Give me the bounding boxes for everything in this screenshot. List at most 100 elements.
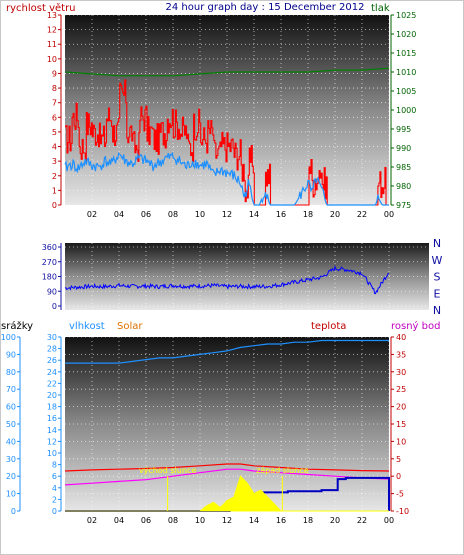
y-tick-label: 11 bbox=[47, 40, 57, 49]
y-tick-label: 3 bbox=[52, 157, 57, 166]
panel1-right-axis: 975 980 985 990 995 1000 1005 1010 1015 1020 1025 bbox=[390, 11, 416, 210]
y-tick-label: 9 bbox=[52, 69, 57, 78]
y-tick-label: 4 bbox=[52, 484, 57, 493]
y-tick-label: 0 bbox=[52, 302, 57, 311]
y-tick-label: 6 bbox=[52, 113, 57, 122]
panel3-sun-events: východ slunce západ slunce bbox=[139, 466, 309, 511]
y-tick-label: 50 bbox=[6, 420, 16, 429]
y-tick-label: 12 bbox=[47, 26, 57, 35]
y-tick-label: 30 bbox=[47, 333, 57, 342]
y-tick-label: 100 bbox=[1, 333, 16, 342]
compass-label: E bbox=[434, 287, 441, 300]
panel2-grid bbox=[65, 243, 429, 310]
compass-label: N bbox=[433, 304, 441, 317]
series-line-humidity bbox=[65, 339, 389, 364]
y-tick-label: 0 bbox=[396, 472, 401, 481]
y-tick-label: 1010 bbox=[396, 68, 416, 77]
y-tick-label: 22 bbox=[47, 379, 57, 388]
y-tick-label: 60 bbox=[6, 403, 16, 412]
compass-label: S bbox=[434, 271, 441, 284]
y-tick-label: 2 bbox=[52, 495, 57, 504]
y-tick-label: 985 bbox=[396, 163, 411, 172]
series-area-solar bbox=[65, 475, 389, 512]
y-tick-label: 180 bbox=[42, 273, 57, 282]
y-tick-label: 18 bbox=[47, 403, 57, 412]
y-tick-label: 16 bbox=[47, 414, 57, 423]
panel3-series bbox=[64, 339, 390, 512]
y-tick-label: 8 bbox=[52, 84, 57, 93]
compass-label: N bbox=[433, 237, 441, 250]
x-tick-label: 12 bbox=[222, 516, 232, 525]
y-tick-label: 0 bbox=[52, 507, 57, 516]
sun-event-label-sunrise: východ slunce bbox=[139, 466, 196, 475]
panel1-series bbox=[64, 67, 390, 206]
y-tick-label: 20 bbox=[6, 472, 16, 481]
panel2-plot-area bbox=[65, 243, 429, 310]
y-tick-label: 26 bbox=[47, 356, 57, 365]
x-tick-label: 02 bbox=[87, 516, 97, 525]
x-tick-label: 14 bbox=[249, 210, 259, 219]
x-tick-label: 08 bbox=[168, 516, 178, 525]
y-tick-label: 975 bbox=[396, 201, 411, 210]
y-tick-label: 0 bbox=[11, 507, 16, 516]
compass-label: W bbox=[432, 254, 443, 267]
panel1-left-axis-label: rychlost větru bbox=[6, 2, 76, 14]
y-tick-label: -10 bbox=[396, 507, 409, 516]
y-tick-label: 1020 bbox=[396, 30, 416, 39]
y-tick-label: 270 bbox=[42, 258, 57, 267]
y-tick-label: -5 bbox=[396, 490, 404, 499]
y-tick-label: 5 bbox=[52, 128, 57, 137]
x-tick-label: 18 bbox=[303, 210, 313, 219]
chart-title: 24 hour graph day : 15 December 2012 bbox=[166, 2, 365, 13]
panel2-series bbox=[64, 264, 390, 295]
y-tick-label: 70 bbox=[6, 385, 16, 394]
x-tick-label: 02 bbox=[87, 210, 97, 219]
panel1-right-axis-label: tlak bbox=[371, 3, 390, 14]
series-line-temp bbox=[64, 463, 390, 472]
panel3-rain-axis: 0 10 20 30 40 50 60 70 80 90 100 bbox=[1, 333, 21, 516]
panel3-x-axis: 02 04 06 08 10 12 14 16 18 20 22 00 bbox=[87, 516, 394, 525]
y-tick-label: 1 bbox=[52, 186, 57, 195]
x-tick-label: 10 bbox=[195, 210, 205, 219]
x-tick-label: 20 bbox=[330, 210, 340, 219]
x-tick-label: 14 bbox=[249, 516, 259, 525]
y-tick-label: 980 bbox=[396, 182, 411, 191]
y-tick-label: 90 bbox=[47, 287, 57, 296]
y-tick-label: 10 bbox=[47, 55, 57, 64]
sun-event-label-sunset: západ slunce bbox=[256, 466, 309, 475]
y-tick-label: 10 bbox=[6, 490, 16, 499]
y-tick-label: 5 bbox=[396, 455, 401, 464]
panel2-left-axis: 0 90 180 270 360 bbox=[42, 243, 62, 311]
y-tick-label: 1025 bbox=[396, 11, 416, 20]
y-tick-label: 1005 bbox=[396, 87, 416, 96]
y-tick-label: 995 bbox=[396, 125, 411, 134]
y-tick-label: 25 bbox=[396, 385, 406, 394]
y-tick-label: 8 bbox=[52, 461, 57, 470]
x-tick-label: 04 bbox=[114, 210, 124, 219]
y-tick-label: 90 bbox=[6, 350, 16, 359]
y-tick-label: 28 bbox=[47, 345, 57, 354]
x-tick-label: 22 bbox=[357, 210, 367, 219]
x-tick-label: 04 bbox=[114, 516, 124, 525]
x-tick-label: 06 bbox=[141, 210, 151, 219]
series-line-wind bbox=[64, 151, 389, 206]
x-tick-label: 00 bbox=[384, 516, 394, 525]
y-tick-label: 0 bbox=[52, 201, 57, 210]
y-tick-label: 10 bbox=[47, 449, 57, 458]
x-tick-label: 00 bbox=[384, 210, 394, 219]
y-tick-label: 30 bbox=[6, 455, 16, 464]
y-tick-label: 20 bbox=[47, 391, 57, 400]
panel3-temp-axis: -10 -5 0 5 10 15 20 25 30 35 40 bbox=[390, 333, 409, 516]
y-tick-label: 4 bbox=[52, 143, 57, 152]
x-tick-label: 10 bbox=[195, 516, 205, 525]
x-tick-label: 20 bbox=[330, 516, 340, 525]
x-tick-label: 08 bbox=[168, 210, 178, 219]
y-tick-label: 20 bbox=[396, 403, 406, 412]
y-tick-label: 12 bbox=[47, 437, 57, 446]
series-line-dew bbox=[64, 468, 390, 486]
y-tick-label: 30 bbox=[396, 368, 406, 377]
